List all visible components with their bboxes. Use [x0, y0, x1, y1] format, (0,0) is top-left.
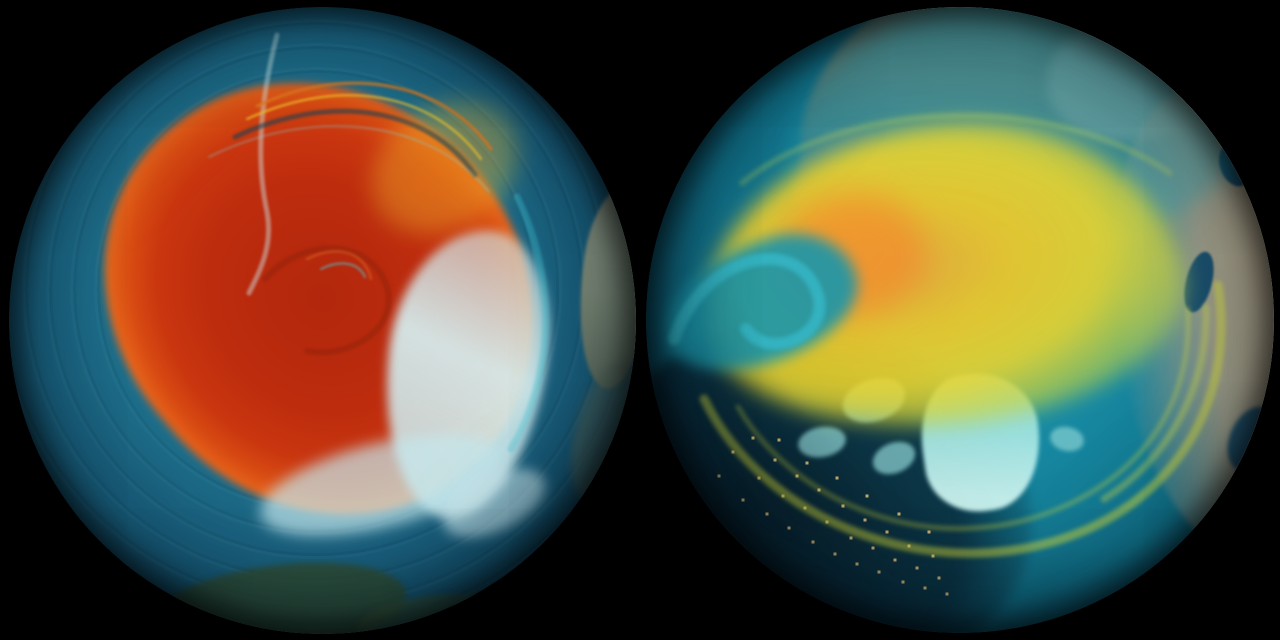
sphere-vignette	[9, 7, 636, 634]
limb-cyan-arc	[507, 193, 549, 453]
vortex-inner-swirl	[262, 245, 392, 356]
night-vignette	[646, 7, 1274, 633]
antarctic-globe	[9, 7, 636, 634]
filament-orange-arc	[255, 81, 493, 151]
vortex-cyan-filament	[320, 262, 366, 278]
filament-shadow-arc	[232, 108, 478, 178]
cloud-wisp-trail	[246, 32, 280, 296]
arctic-globe	[646, 7, 1274, 633]
globe-rim-shading	[9, 7, 636, 634]
polar-vortex-filaments	[208, 32, 549, 453]
vortex-inner-swirl-small	[305, 250, 373, 281]
filament-cyan-arc	[208, 125, 490, 193]
globe-rim-shading	[646, 7, 1274, 633]
filament-yellow-arc	[246, 94, 482, 160]
